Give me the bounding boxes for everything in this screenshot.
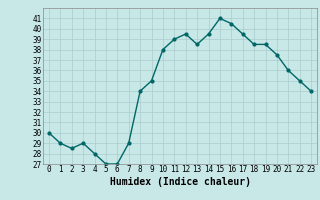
X-axis label: Humidex (Indice chaleur): Humidex (Indice chaleur): [109, 177, 251, 187]
